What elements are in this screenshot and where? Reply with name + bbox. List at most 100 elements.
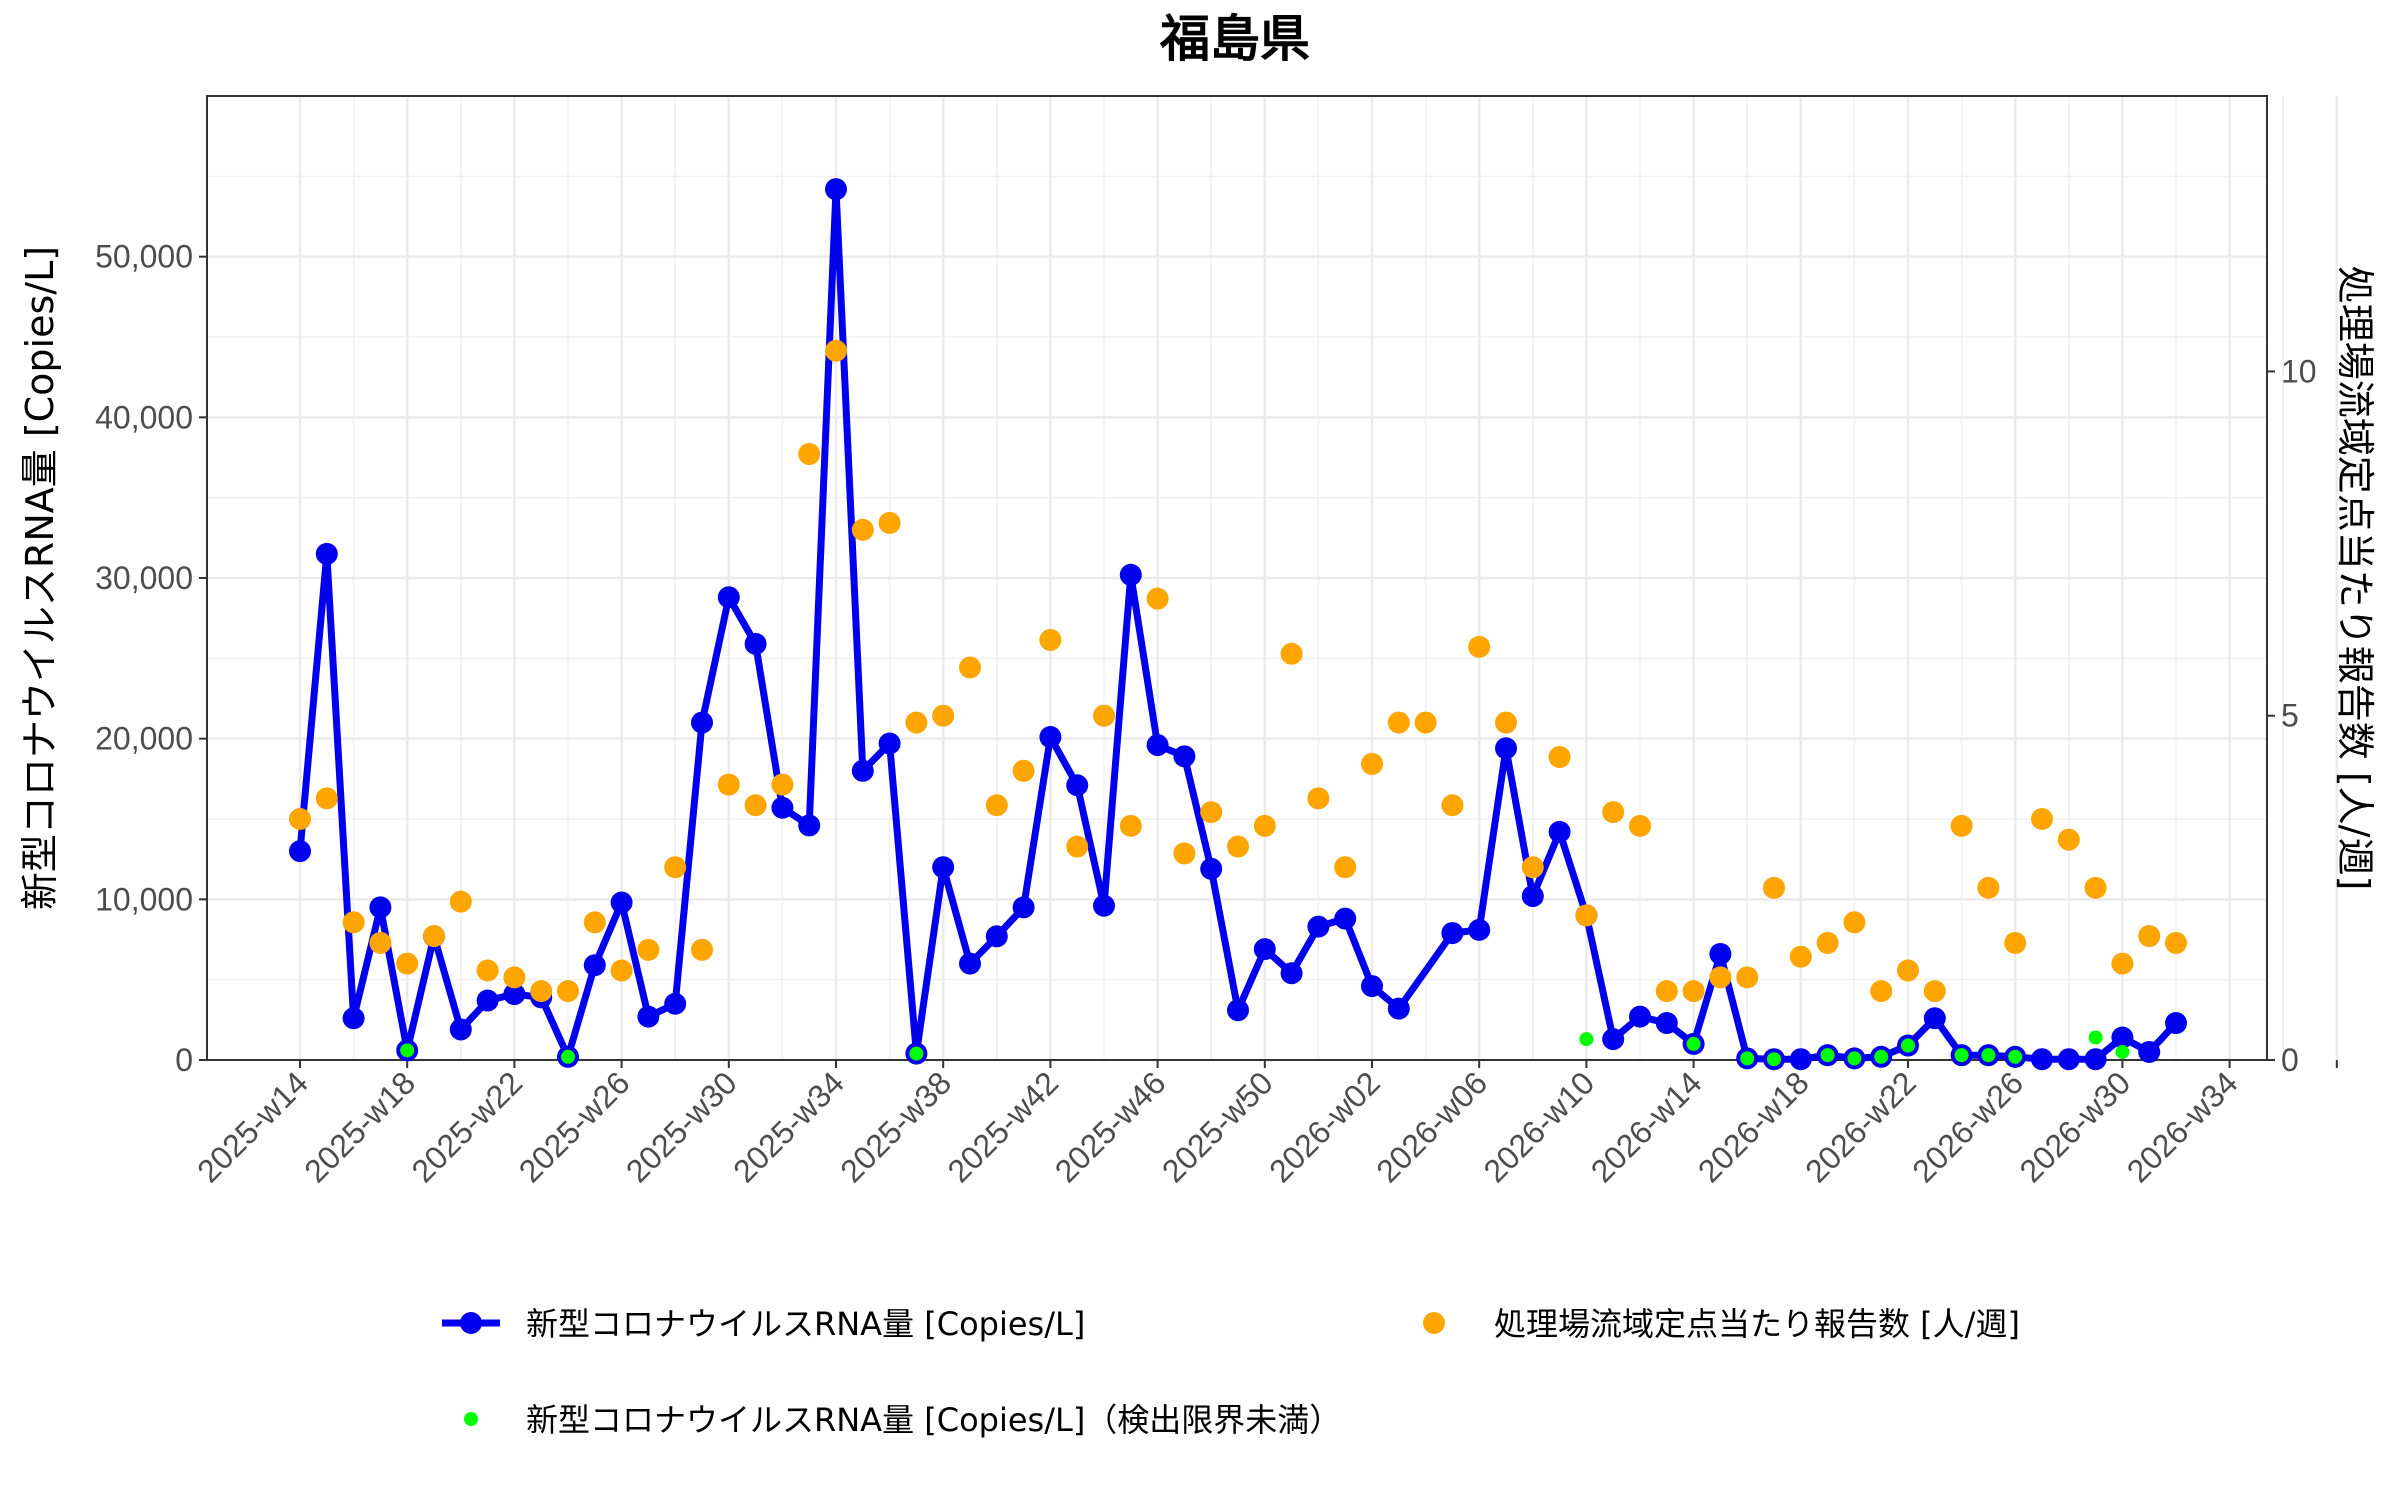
x-tick-label: 2025-w34 [726, 1064, 851, 1189]
rna-point [878, 732, 901, 755]
x-tick-label: 2026-w34 [2120, 1064, 2245, 1189]
below-limit-point [1579, 1032, 1594, 1047]
rna-point [932, 856, 955, 879]
x-tick-label: 2026-w18 [1691, 1064, 1816, 1189]
report-point [1414, 711, 1437, 734]
report-point [771, 773, 794, 796]
rna-point [2031, 1048, 2053, 1071]
rna-point [1012, 896, 1035, 919]
below-limit-point [1874, 1049, 1889, 1064]
report-point [1280, 642, 1303, 665]
report-point [1146, 587, 1169, 610]
rna-point [1602, 1028, 1625, 1051]
report-point [959, 656, 981, 679]
rna-point [1361, 975, 1383, 998]
report-point [396, 952, 419, 975]
report-point [1843, 911, 1866, 934]
report-point [1763, 876, 1785, 899]
legend-label-rna: 新型コロナウイルスRNA量 [Copies/L] [526, 1305, 1085, 1343]
rna-point [851, 759, 874, 782]
rna-point [1521, 885, 1544, 908]
report-point [1977, 876, 2000, 899]
below-limit-point [1901, 1038, 1915, 1053]
report-point [664, 856, 687, 879]
x-tick-label: 2026-w22 [1798, 1064, 1923, 1189]
below-limit-point [561, 1049, 575, 1064]
report-point [1575, 904, 1598, 927]
report-point [1548, 746, 1571, 769]
report-point [1253, 814, 1276, 837]
below-limit-point [2008, 1049, 2023, 1064]
report-point [2165, 931, 2187, 954]
report-point [1441, 794, 1464, 817]
data-marks [289, 178, 2187, 1071]
rna-point [1227, 999, 1249, 1022]
rna-point [1548, 820, 1571, 843]
report-point [1816, 931, 1839, 954]
below-limit-point [1981, 1048, 1996, 1063]
rna-point [315, 542, 338, 565]
x-tick-label: 2025-w22 [405, 1064, 530, 1189]
rna-point [825, 178, 847, 201]
rna-point [1253, 938, 1276, 961]
y-left-tick-label: 20,000 [95, 721, 193, 757]
rna-point [744, 632, 767, 655]
y-left-tick-label: 10,000 [95, 881, 193, 917]
report-point [1307, 787, 1330, 810]
rna-point [798, 814, 821, 837]
y-right-tick-label: 10 [2281, 353, 2317, 389]
report-point [932, 704, 955, 727]
report-point [1602, 801, 1625, 824]
below-limit-point [2088, 1030, 2103, 1045]
report-point [1227, 835, 1249, 858]
rna-point [664, 992, 687, 1015]
report-point [583, 911, 606, 934]
report-point [1736, 966, 1759, 989]
below-limit-point [400, 1043, 415, 1058]
legend-item-below-limit: 新型コロナウイルスRNA量 [Copies/L]（検出限界未満） [464, 1401, 1341, 1439]
report-point [423, 925, 445, 948]
y-axis-left-title: 新型コロナウイルスRNA量 [Copies/L] [18, 246, 62, 910]
report-point [691, 938, 713, 961]
report-point [476, 959, 499, 982]
rna-point [1495, 737, 1517, 760]
report-point [1093, 704, 1115, 727]
below-limit-point [909, 1046, 924, 1061]
rna-point [449, 1018, 472, 1041]
report-point [878, 511, 901, 534]
legend-swatch-rna-point [460, 1312, 482, 1334]
x-tick-label: 2025-w42 [941, 1064, 1066, 1189]
x-tick-label: 2025-w50 [1155, 1064, 1280, 1189]
x-tick-label: 2025-w38 [833, 1064, 958, 1189]
report-point [1789, 945, 1812, 968]
report-point [1897, 959, 1919, 982]
report-point [798, 443, 821, 466]
rna-point [2111, 1026, 2134, 1049]
chart-title: 福島県 [1159, 10, 1310, 68]
report-point [315, 787, 338, 810]
x-tick-label: 2026-w10 [1477, 1064, 1602, 1189]
x-axis: 2025-w142025-w182025-w222025-w262025-w30… [190, 1060, 2338, 1189]
rna-point [610, 891, 633, 914]
report-point [985, 794, 1008, 817]
report-point [449, 890, 472, 913]
rna-point [1709, 942, 1732, 965]
report-point [1923, 980, 1946, 1003]
y-right-tick-label: 5 [2281, 698, 2299, 734]
rna-point [503, 983, 526, 1006]
rna-point [1441, 922, 1464, 945]
legend-swatch-reports [1423, 1312, 1445, 1334]
rna-point [342, 1007, 365, 1030]
x-tick-label: 2026-w14 [1584, 1064, 1709, 1189]
report-point [503, 966, 526, 989]
x-tick-label: 2026-w30 [2013, 1064, 2138, 1189]
legend-item-reports: 処理場流域定点当たり報告数 [人/週] [1423, 1305, 2020, 1343]
legend: 新型コロナウイルスRNA量 [Copies/L] 処理場流域定点当たり報告数 [… [442, 1305, 2020, 1439]
x-tick-label: 2025-w30 [619, 1064, 744, 1189]
report-point [1521, 856, 1544, 879]
below-limit-point [1767, 1052, 1781, 1067]
x-tick-label: 2025-w46 [1048, 1064, 1173, 1189]
rna-point [2138, 1040, 2161, 1063]
rna-point [1789, 1048, 1812, 1071]
